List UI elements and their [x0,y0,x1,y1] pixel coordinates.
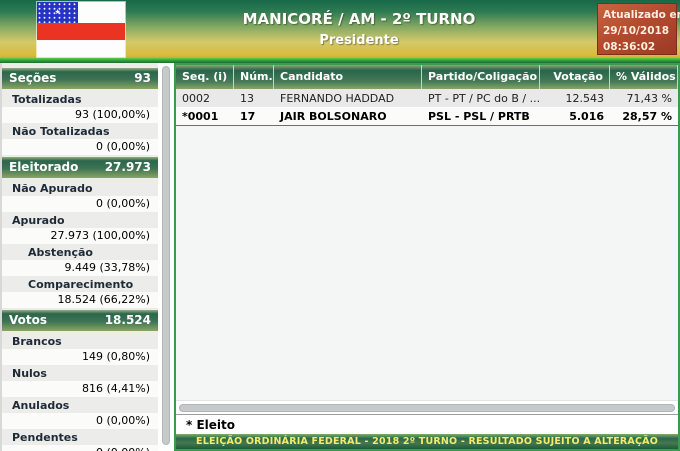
cell-votacao: 12.543 [565,92,605,105]
header-titles: MANICORÉ / AM - 2º TURNO Presidente [130,0,588,58]
section-header-eleitorado: Eleitorado 27.973 [2,157,158,178]
stat-label: Nulos [12,367,47,380]
stat-value: 93 (100,00%) [2,107,158,123]
cell-seq: *0001 [182,110,219,123]
cell-num: 17 [240,110,256,123]
section-title: Eleitorado [9,160,79,174]
stat-label: Apurado [12,214,65,227]
column-header-candidato: Candidato [274,65,422,89]
horizontal-scrollbar-track[interactable] [176,401,678,414]
stat-label: Pendentes [12,431,78,444]
page-title: MANICORÉ / AM - 2º TURNO [242,10,476,28]
column-header-votacao: Votação [540,65,610,89]
cell-pct-validos: 71,43 % [626,92,672,105]
cell-candidato: FERNANDO HADDAD [280,92,395,105]
column-header-seq: Seq. (i) [176,65,234,89]
vertical-scrollbar-thumb[interactable] [162,66,170,445]
stat-value: 0 (0,00%) [2,445,158,451]
stat-value: 0 (0,00%) [2,413,158,429]
updated-at-badge: Atualizado em 29/10/2018 08:36:02 [597,3,680,55]
cell-votacao: 5.016 [569,110,604,123]
header: ★ MANICORÉ / AM - 2º TURNO Presidente At… [0,0,680,58]
column-header-num: Núm. [234,65,274,89]
summary-sidebar: Seções 93 Totalizadas 93 (100,00%) Não T… [0,63,158,451]
stat-label: Comparecimento [28,278,134,291]
cell-seq: 0002 [182,92,210,105]
table-row-bolsonaro[interactable]: *0001 17 JAIR BOLSONARO PSL - PSL / PRTB… [176,107,678,126]
cell-partido: PSL - PSL / PRTB [428,110,530,123]
cell-candidato: JAIR BOLSONARO [280,110,387,123]
cell-partido: PT - PT / PC do B / ... [428,92,540,105]
updated-label: Atualizado em [603,9,680,21]
stat-label: Não Totalizadas [12,125,110,138]
section-header-secoes: Seções 93 [2,68,158,89]
results-table-header: Seq. (i) Núm. Candidato Partido/Coligaçã… [176,65,678,89]
stat-label: Anulados [12,399,70,412]
section-total: 18.524 [104,313,151,327]
horizontal-scrollbar-thumb[interactable] [179,403,675,412]
stat-value: 18.524 (66,22%) [2,292,158,308]
vertical-scrollbar-track[interactable] [158,63,174,451]
flag-top-stripe: ★ [37,2,125,23]
column-header-partido: Partido/Coligação [422,65,540,89]
stat-label: Não Apurado [12,182,93,195]
cell-pct-validos: 28,57 % [622,110,672,123]
flag-white-stripe-top [78,2,125,23]
stat-value: 0 (0,00%) [2,139,158,155]
stat-label: Abstenção [28,246,93,259]
stat-value: 27.973 (100,00%) [2,228,158,244]
election-disclaimer-bar: ELEIÇÃO ORDINÁRIA FEDERAL - 2018 2º TURN… [176,434,678,449]
flag-center-star-icon: ★ [54,7,61,16]
office-title: Presidente [319,33,399,48]
column-header-pct-validos: % Válidos [610,65,678,89]
stat-label: Brancos [12,335,62,348]
stat-value: 9.449 (33,78%) [2,260,158,276]
content-area: Seções 93 Totalizadas 93 (100,00%) Não T… [0,63,680,451]
flag-red-stripe [37,22,125,40]
table-row-haddad[interactable]: 0002 13 FERNANDO HADDAD PT - PT / PC do … [176,89,678,107]
section-header-votos: Votos 18.524 [2,310,158,331]
stat-value: 149 (0,80%) [2,349,158,365]
stat-value: 816 (4,41%) [2,381,158,397]
stat-value: 0 (0,00%) [2,196,158,212]
table-empty-space [176,126,678,401]
stat-label: Totalizadas [12,93,82,106]
section-title: Seções [9,71,57,85]
elected-footnote: * Eleito [176,414,678,434]
updated-date: 29/10/2018 [603,25,670,37]
section-total: 27.973 [104,160,151,174]
flag-star-canton: ★ [37,2,79,23]
header-divider [0,58,680,63]
cell-num: 13 [240,92,254,105]
flag-white-stripe-bottom [37,39,125,57]
updated-time: 08:36:02 [603,41,656,53]
amazonas-flag: ★ [37,2,125,57]
section-title: Votos [9,313,47,327]
section-total: 93 [134,71,151,85]
results-panel: Seq. (i) Núm. Candidato Partido/Coligaçã… [174,63,680,451]
